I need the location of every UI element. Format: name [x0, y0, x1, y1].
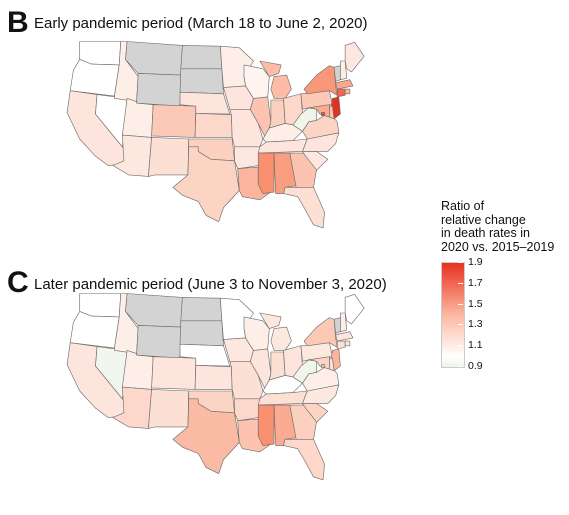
- state-ms: [257, 152, 275, 194]
- legend-tick-mark: [458, 262, 463, 263]
- state-tx: [172, 398, 240, 474]
- legend-title-line: relative change: [441, 212, 526, 227]
- legend-tick-label: 1.3: [468, 318, 483, 331]
- state-wa: [79, 293, 122, 318]
- legend-tick-label: 1.5: [468, 297, 483, 310]
- state-sd: [179, 68, 224, 95]
- legend-tick-label: 1.7: [468, 276, 483, 289]
- state-nd: [180, 45, 223, 70]
- legend-tick-mark: [458, 345, 463, 347]
- state-ar: [234, 398, 261, 421]
- state-ma: [335, 79, 354, 90]
- legend-title-line: Ratio of: [441, 199, 485, 213]
- state-co: [151, 104, 197, 138]
- map-early-period: [66, 41, 365, 229]
- legend-tick-mark: [458, 324, 463, 326]
- panel-b-letter: B: [7, 6, 29, 39]
- state-ri: [344, 340, 351, 347]
- state-wy: [136, 325, 182, 359]
- state-fl: [283, 187, 325, 229]
- state-dc: [321, 112, 325, 116]
- state-fl: [283, 439, 325, 481]
- legend-title-line: 2020 vs. 2015–2019: [441, 239, 555, 254]
- state-sd: [179, 320, 224, 347]
- state-ms: [257, 404, 275, 446]
- map-later-period: [66, 293, 365, 481]
- state-ut: [122, 350, 154, 390]
- panel-c-letter: C: [7, 266, 29, 299]
- legend-tick-mark: [458, 303, 463, 305]
- color-legend: Ratio of relative change in death rates …: [441, 199, 566, 372]
- state-ri: [344, 88, 351, 95]
- legend-tick-label: 1.1: [468, 339, 483, 352]
- state-ar: [234, 146, 261, 169]
- state-ct: [336, 88, 346, 98]
- state-ct: [336, 340, 346, 350]
- legend-color-bar: [441, 262, 465, 368]
- state-nm: [148, 137, 190, 177]
- state-ny: [303, 65, 338, 96]
- state-ks: [194, 112, 233, 138]
- state-ny: [303, 317, 338, 348]
- legend-tick-mark: [458, 282, 463, 284]
- state-co: [151, 356, 197, 390]
- legend-title: Ratio of relative change in death rates …: [441, 199, 566, 254]
- panel-c-title: Later pandemic period (June 3 to Novembe…: [34, 276, 387, 293]
- state-wa: [79, 41, 122, 66]
- state-me: [344, 293, 365, 325]
- legend-tick-label: 1.9: [468, 256, 483, 268]
- state-nh: [340, 312, 348, 333]
- panel-b-title: Early pandemic period (March 18 to June …: [34, 15, 368, 32]
- state-nm: [148, 389, 190, 429]
- state-mt: [125, 41, 183, 76]
- state-ks: [194, 364, 233, 390]
- state-or: [69, 59, 120, 97]
- state-dc: [321, 364, 325, 368]
- state-mt: [125, 293, 183, 328]
- state-wy: [136, 73, 182, 107]
- state-nh: [340, 60, 348, 81]
- state-me: [344, 41, 365, 73]
- state-tx: [172, 146, 240, 222]
- state-ut: [122, 98, 154, 138]
- legend-tick-mark: [458, 366, 463, 367]
- state-nd: [180, 297, 223, 322]
- state-or: [69, 311, 120, 349]
- legend-title-line: in death rates in: [441, 226, 530, 240]
- legend-tick-label: 0.9: [468, 360, 483, 372]
- state-ma: [335, 331, 354, 342]
